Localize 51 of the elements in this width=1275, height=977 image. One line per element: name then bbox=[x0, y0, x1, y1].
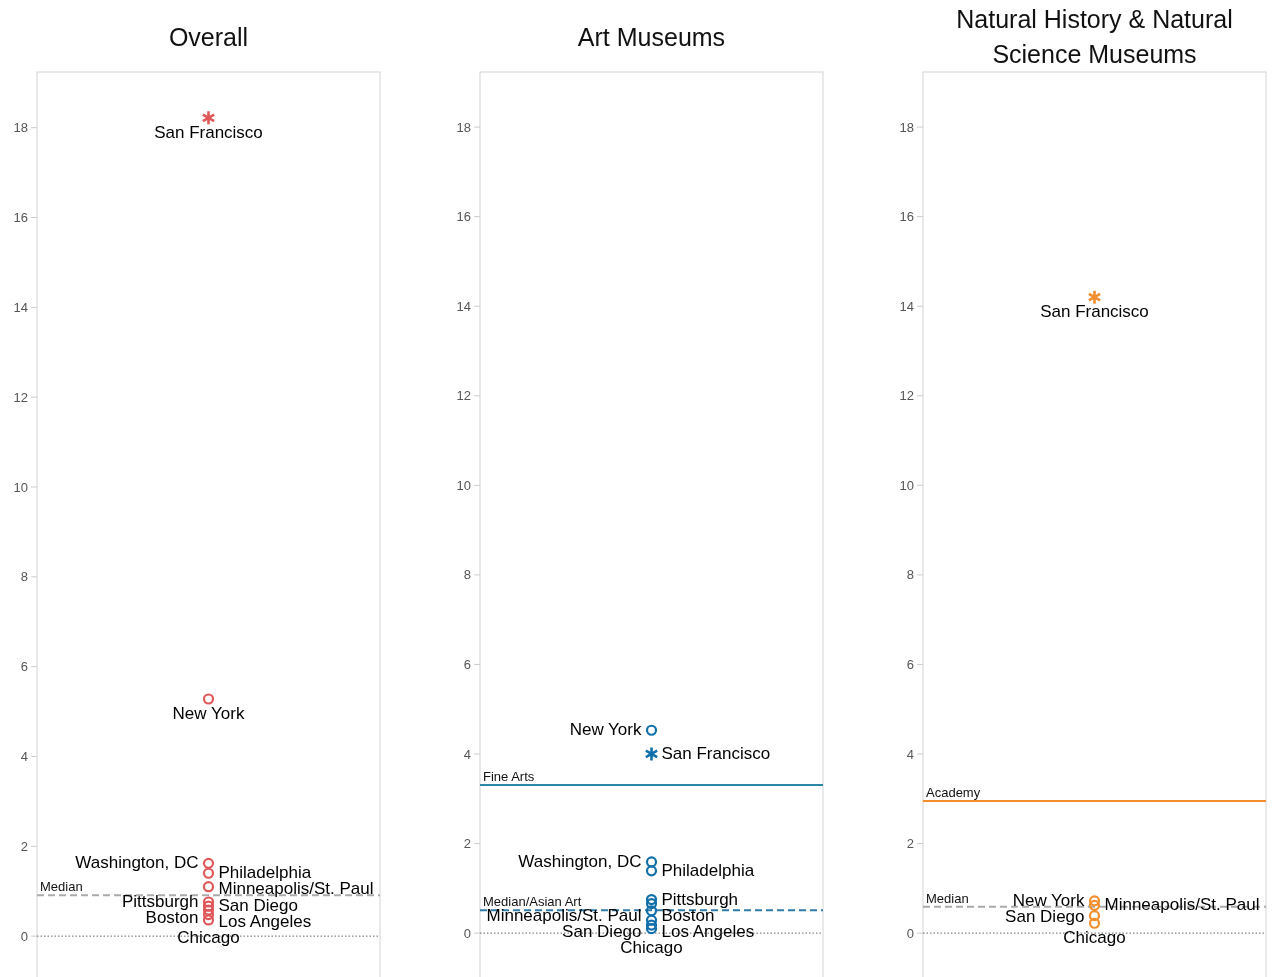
series-label: Philadelphia bbox=[661, 860, 755, 880]
series-label: Minneapolis/St. Paul bbox=[1104, 895, 1260, 915]
series-label: New York bbox=[172, 703, 245, 723]
y-tick-label: 14 bbox=[456, 298, 471, 314]
y-tick-label: 2 bbox=[906, 836, 914, 852]
y-tick-label: 16 bbox=[13, 210, 28, 226]
series-label: Pittsburgh bbox=[121, 892, 199, 911]
series-label: San Francisco bbox=[154, 122, 263, 142]
y-tick-label: 8 bbox=[463, 567, 471, 583]
y-tick-label: 0 bbox=[906, 925, 914, 941]
series-label: Chicago bbox=[177, 928, 240, 948]
y-tick-label: 8 bbox=[906, 567, 914, 583]
y-tick-label: 14 bbox=[13, 299, 28, 315]
y-tick-label: 18 bbox=[13, 120, 28, 136]
chart-title: Overall bbox=[168, 23, 249, 51]
y-tick-label: 16 bbox=[456, 209, 471, 225]
y-tick-label: 14 bbox=[899, 298, 914, 314]
y-tick-label: 0 bbox=[463, 925, 471, 941]
y-tick-label: 0 bbox=[20, 928, 28, 944]
series-label: Washington, DC bbox=[75, 853, 199, 873]
series-label: New York bbox=[569, 720, 642, 740]
y-tick-label: 6 bbox=[20, 659, 28, 675]
y-tick-label: 4 bbox=[906, 746, 914, 762]
y-tick-label: 18 bbox=[456, 119, 471, 135]
y-tick-label: 12 bbox=[899, 388, 914, 404]
y-tick-label: 2 bbox=[20, 838, 28, 854]
y-tick-label: 10 bbox=[13, 479, 28, 495]
y-tick-label: 10 bbox=[899, 477, 914, 493]
series-label: Washington, DC bbox=[518, 851, 642, 871]
y-tick-label: 12 bbox=[13, 389, 28, 405]
series-label: San Diego bbox=[218, 896, 298, 916]
chart-title: Natural History & Natural Science Museums bbox=[956, 5, 1233, 68]
series-label: Philadelphia bbox=[218, 863, 312, 883]
y-tick-label: 18 bbox=[899, 119, 914, 135]
ref-line-label: Median bbox=[40, 879, 83, 895]
y-tick-label: 6 bbox=[463, 656, 471, 672]
series-label: Chicago bbox=[1063, 928, 1126, 948]
ref-line-label: Median bbox=[926, 890, 969, 906]
y-tick-label: 16 bbox=[899, 209, 914, 225]
y-tick-label: 8 bbox=[20, 569, 28, 585]
y-tick-label: 4 bbox=[463, 746, 471, 762]
chart-title: Art Museums bbox=[577, 23, 726, 51]
y-tick-label: 12 bbox=[456, 388, 471, 404]
series-label: San Francisco bbox=[1040, 302, 1149, 322]
y-tick-label: 10 bbox=[456, 477, 471, 493]
y-tick-label: 6 bbox=[906, 656, 914, 672]
ref-line-label: Academy bbox=[926, 785, 981, 801]
y-tick-label: 2 bbox=[463, 836, 471, 852]
ref-line-label: Fine Arts bbox=[483, 768, 535, 784]
y-tick-label: 4 bbox=[20, 749, 28, 765]
series-label: San Francisco bbox=[661, 744, 771, 763]
